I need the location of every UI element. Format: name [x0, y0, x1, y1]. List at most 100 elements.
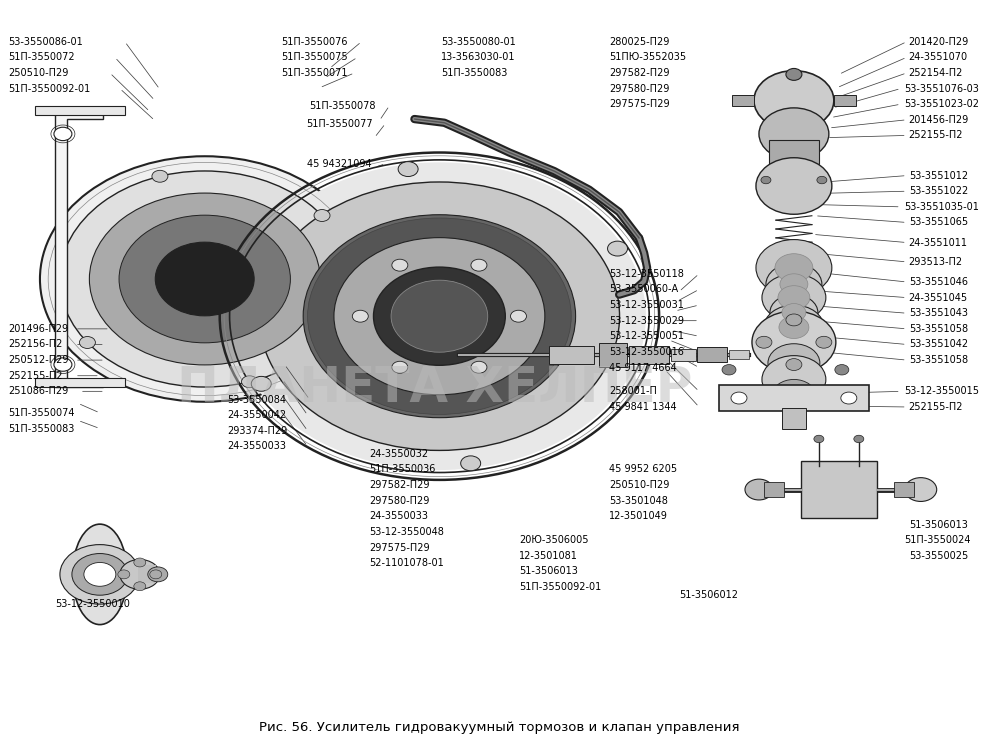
Circle shape — [54, 358, 72, 371]
Text: 45 9841 1344: 45 9841 1344 — [609, 402, 677, 412]
Text: 53-12-3550029: 53-12-3550029 — [609, 315, 684, 326]
Text: 51-3506013: 51-3506013 — [909, 519, 968, 530]
Text: Рис. 56. Усилитель гидровакуумный тормозов и клапан управления: Рис. 56. Усилитель гидровакуумный тормоз… — [259, 721, 740, 734]
Text: 24-3551011: 24-3551011 — [909, 237, 968, 248]
Bar — [138, 565, 156, 583]
Circle shape — [905, 478, 937, 501]
Text: 24-3551070: 24-3551070 — [909, 52, 968, 62]
Text: 24-3550042: 24-3550042 — [228, 410, 287, 420]
Circle shape — [780, 274, 808, 295]
Circle shape — [391, 280, 488, 352]
Circle shape — [731, 392, 747, 404]
Text: 51П-3550072: 51П-3550072 — [8, 52, 75, 62]
Text: 45 9952 6205: 45 9952 6205 — [609, 464, 677, 475]
Text: 250510-П29: 250510-П29 — [609, 480, 670, 490]
Text: 297580-П29: 297580-П29 — [609, 83, 670, 94]
Text: 12-3501049: 12-3501049 — [609, 511, 668, 522]
Text: 51П-3550092-01: 51П-3550092-01 — [519, 582, 602, 592]
Text: 52-1101078-01: 52-1101078-01 — [369, 558, 444, 568]
Text: 53-12-3550048: 53-12-3550048 — [369, 527, 444, 537]
Text: 53-12-3550010: 53-12-3550010 — [55, 599, 130, 609]
Circle shape — [259, 182, 620, 450]
Circle shape — [60, 171, 350, 387]
Circle shape — [814, 435, 824, 443]
Bar — [729, 350, 749, 359]
Text: 297575-П29: 297575-П29 — [609, 99, 670, 109]
Circle shape — [756, 158, 832, 214]
Circle shape — [510, 310, 526, 322]
Text: 53-3550060-А: 53-3550060-А — [609, 284, 678, 295]
Text: 45 94321094: 45 94321094 — [307, 158, 371, 169]
Circle shape — [608, 241, 628, 256]
Circle shape — [782, 304, 806, 321]
Bar — [549, 346, 594, 364]
Circle shape — [835, 365, 849, 375]
Circle shape — [148, 567, 168, 582]
Circle shape — [251, 376, 271, 391]
Bar — [671, 349, 696, 361]
Circle shape — [762, 356, 826, 403]
Circle shape — [471, 259, 487, 271]
Bar — [764, 482, 784, 497]
Text: 280025-П29: 280025-П29 — [609, 36, 670, 47]
Circle shape — [40, 156, 369, 402]
Text: 51-3506012: 51-3506012 — [679, 590, 738, 600]
Circle shape — [770, 295, 818, 330]
Circle shape — [233, 162, 646, 470]
Bar — [834, 95, 856, 106]
Text: 252155-П2: 252155-П2 — [909, 402, 963, 412]
Text: 297580-П29: 297580-П29 — [369, 496, 430, 506]
Circle shape — [118, 570, 130, 579]
Circle shape — [60, 545, 140, 604]
Circle shape — [471, 362, 487, 373]
Bar — [801, 461, 877, 518]
Circle shape — [752, 311, 836, 373]
Circle shape — [392, 259, 408, 271]
Circle shape — [134, 582, 146, 591]
Circle shape — [150, 570, 162, 579]
Text: 293374-П29: 293374-П29 — [228, 426, 288, 436]
Circle shape — [119, 215, 290, 343]
Circle shape — [134, 558, 146, 567]
Text: 293513-П2: 293513-П2 — [909, 257, 963, 267]
Text: 20Ю-3506005: 20Ю-3506005 — [519, 535, 589, 545]
Circle shape — [756, 240, 832, 296]
Bar — [894, 482, 914, 497]
Text: 53-12-3550118: 53-12-3550118 — [609, 269, 684, 279]
Text: 250510-П29: 250510-П29 — [8, 68, 68, 78]
Circle shape — [816, 336, 832, 348]
Circle shape — [314, 210, 330, 222]
Text: 51П-3550074: 51П-3550074 — [8, 408, 74, 418]
Text: 51П-3550076: 51П-3550076 — [282, 36, 348, 47]
Text: 250512-П29: 250512-П29 — [8, 355, 68, 365]
Circle shape — [772, 379, 816, 412]
Circle shape — [756, 336, 772, 348]
Text: 297575-П29: 297575-П29 — [369, 542, 430, 553]
Bar — [719, 385, 869, 411]
Bar — [35, 106, 125, 115]
Circle shape — [817, 176, 827, 184]
Text: 53-3551065: 53-3551065 — [909, 217, 968, 228]
Circle shape — [768, 344, 820, 382]
Text: 51ПЮ-3552035: 51ПЮ-3552035 — [609, 52, 686, 62]
Text: 53-3551046: 53-3551046 — [909, 277, 968, 287]
Circle shape — [786, 68, 802, 80]
Text: 53-3550086-01: 53-3550086-01 — [8, 36, 83, 47]
Circle shape — [398, 161, 418, 176]
Text: 24-3550033: 24-3550033 — [369, 511, 428, 522]
Text: 53-3550080-01: 53-3550080-01 — [441, 36, 516, 47]
Text: 51П-3550083: 51П-3550083 — [441, 68, 508, 78]
Circle shape — [242, 376, 258, 388]
Text: 51П-3550075: 51П-3550075 — [282, 52, 348, 62]
Bar — [769, 140, 819, 164]
Circle shape — [54, 127, 72, 141]
Circle shape — [89, 193, 320, 365]
Circle shape — [120, 559, 160, 589]
Text: 24-3550033: 24-3550033 — [228, 441, 287, 452]
Circle shape — [352, 310, 368, 322]
Text: 12-3501081: 12-3501081 — [519, 551, 578, 561]
Text: 51П-3550024: 51П-3550024 — [904, 535, 970, 545]
Ellipse shape — [72, 524, 127, 625]
Circle shape — [373, 267, 505, 365]
Text: 53-3551012: 53-3551012 — [909, 170, 968, 181]
